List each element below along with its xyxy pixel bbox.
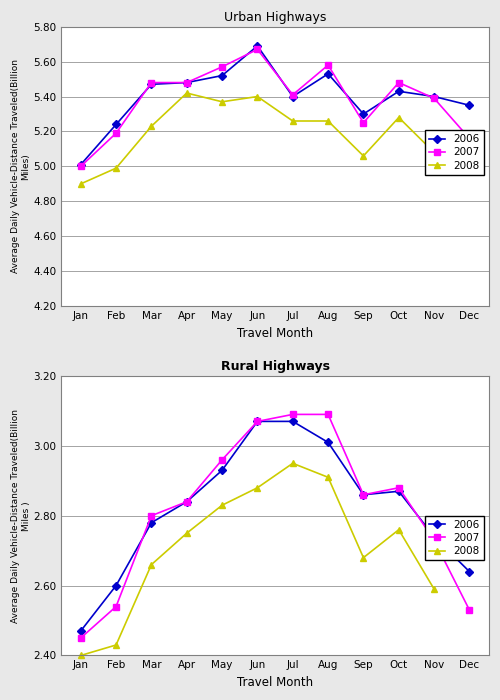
Line: 2006: 2006 (78, 43, 472, 167)
2007 (431, 536, 437, 545)
2007 (325, 410, 331, 419)
2006 (431, 92, 437, 101)
2007 (466, 606, 472, 615)
2006 (431, 533, 437, 541)
2006 (254, 42, 260, 50)
2006 (290, 92, 296, 101)
2007 (466, 134, 472, 143)
Title: Rural Highways: Rural Highways (220, 360, 330, 373)
2007 (184, 498, 190, 506)
2008 (396, 113, 402, 122)
2008 (396, 526, 402, 534)
2006 (325, 438, 331, 447)
2007 (254, 46, 260, 54)
2008 (184, 89, 190, 97)
2008 (325, 473, 331, 482)
2006 (78, 160, 84, 169)
2007 (184, 78, 190, 87)
2008 (290, 459, 296, 468)
2006 (113, 582, 119, 590)
Line: 2006: 2006 (78, 419, 472, 634)
2008 (290, 117, 296, 125)
2006 (219, 466, 225, 475)
2006 (396, 487, 402, 496)
2006 (254, 417, 260, 426)
Title: Urban Highways: Urban Highways (224, 11, 326, 24)
2007 (396, 484, 402, 492)
2008 (78, 651, 84, 659)
2006 (184, 498, 190, 506)
2006 (184, 78, 190, 87)
2008 (360, 554, 366, 562)
X-axis label: Travel Month: Travel Month (237, 676, 313, 689)
2006 (360, 110, 366, 118)
2007 (78, 634, 84, 642)
2007 (113, 603, 119, 611)
2007 (290, 90, 296, 99)
2006 (325, 69, 331, 78)
Line: 2007: 2007 (78, 47, 472, 169)
2006 (466, 568, 472, 576)
2007 (360, 491, 366, 499)
2007 (78, 162, 84, 171)
2008 (431, 585, 437, 594)
2007 (290, 410, 296, 419)
2007 (148, 512, 154, 520)
2007 (148, 78, 154, 87)
Y-axis label: Average Daily Vehicle-Distance Traveled(Billion
Miles ): Average Daily Vehicle-Distance Traveled(… (11, 409, 30, 623)
2006 (78, 626, 84, 635)
Legend: 2006, 2007, 2008: 2006, 2007, 2008 (425, 516, 484, 561)
2008 (325, 117, 331, 125)
2008 (360, 152, 366, 160)
Y-axis label: Average Daily Vehicle-Distance Traveled(Billion
Miles): Average Daily Vehicle-Distance Traveled(… (11, 60, 30, 274)
2008 (254, 484, 260, 492)
2006 (148, 519, 154, 527)
2008 (148, 122, 154, 130)
2008 (78, 180, 84, 188)
X-axis label: Travel Month: Travel Month (237, 327, 313, 340)
2007 (219, 456, 225, 464)
2006 (466, 101, 472, 109)
2006 (113, 120, 119, 129)
2008 (113, 640, 119, 649)
2007 (254, 417, 260, 426)
Line: 2008: 2008 (78, 461, 437, 658)
2006 (360, 491, 366, 499)
2008 (431, 148, 437, 157)
2006 (290, 417, 296, 426)
2008 (113, 164, 119, 172)
Line: 2007: 2007 (78, 412, 472, 640)
2007 (431, 94, 437, 102)
2008 (148, 561, 154, 569)
2007 (113, 129, 119, 137)
2007 (396, 78, 402, 87)
2008 (219, 501, 225, 510)
Line: 2008: 2008 (78, 90, 437, 187)
2008 (254, 92, 260, 101)
2007 (325, 61, 331, 69)
2006 (396, 87, 402, 95)
2008 (219, 97, 225, 106)
2007 (360, 118, 366, 127)
Legend: 2006, 2007, 2008: 2006, 2007, 2008 (425, 130, 484, 175)
2008 (184, 529, 190, 538)
2006 (219, 71, 225, 80)
2006 (148, 80, 154, 88)
2007 (219, 62, 225, 71)
